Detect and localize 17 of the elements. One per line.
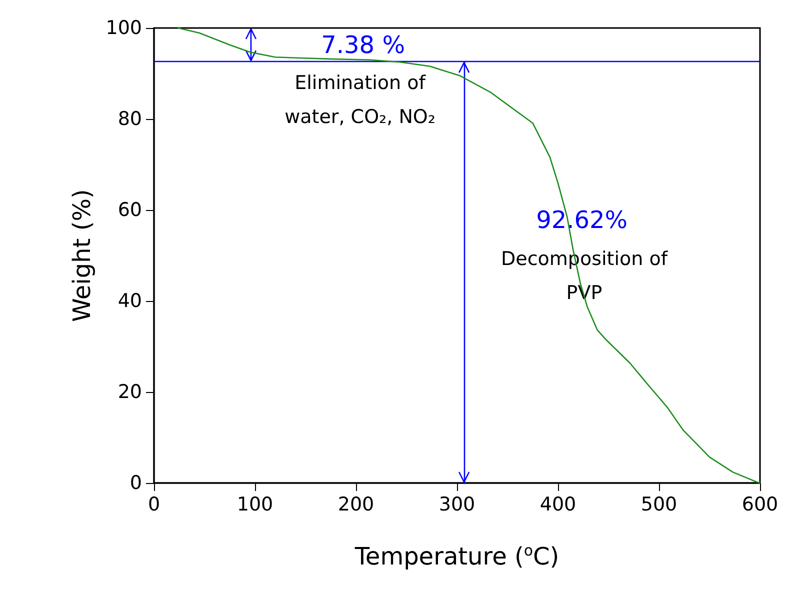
y-tick-label: 20 (118, 381, 142, 403)
y-tick-label: 40 (118, 290, 142, 312)
y-tick-label: 100 (106, 17, 142, 39)
x-tick-label: 400 (540, 494, 576, 516)
annotation: 7.38 % (321, 31, 406, 59)
y-tick-label: 60 (118, 199, 142, 221)
x-tick-label: 0 (148, 494, 160, 516)
y-tick-label: 0 (130, 472, 142, 494)
y-axis-title: Weight (%) (68, 189, 96, 322)
x-tick-label: 600 (742, 494, 778, 516)
x-tick-label: 200 (338, 494, 374, 516)
x-tick-label: 100 (236, 494, 274, 516)
annotation: Elimination of water, CO₂, NO₂ (284, 72, 436, 128)
x-tick-label: 500 (640, 494, 678, 516)
x-tick-label: 300 (438, 494, 476, 516)
line-series (178, 27, 761, 484)
y-tick-label: 80 (118, 108, 142, 130)
